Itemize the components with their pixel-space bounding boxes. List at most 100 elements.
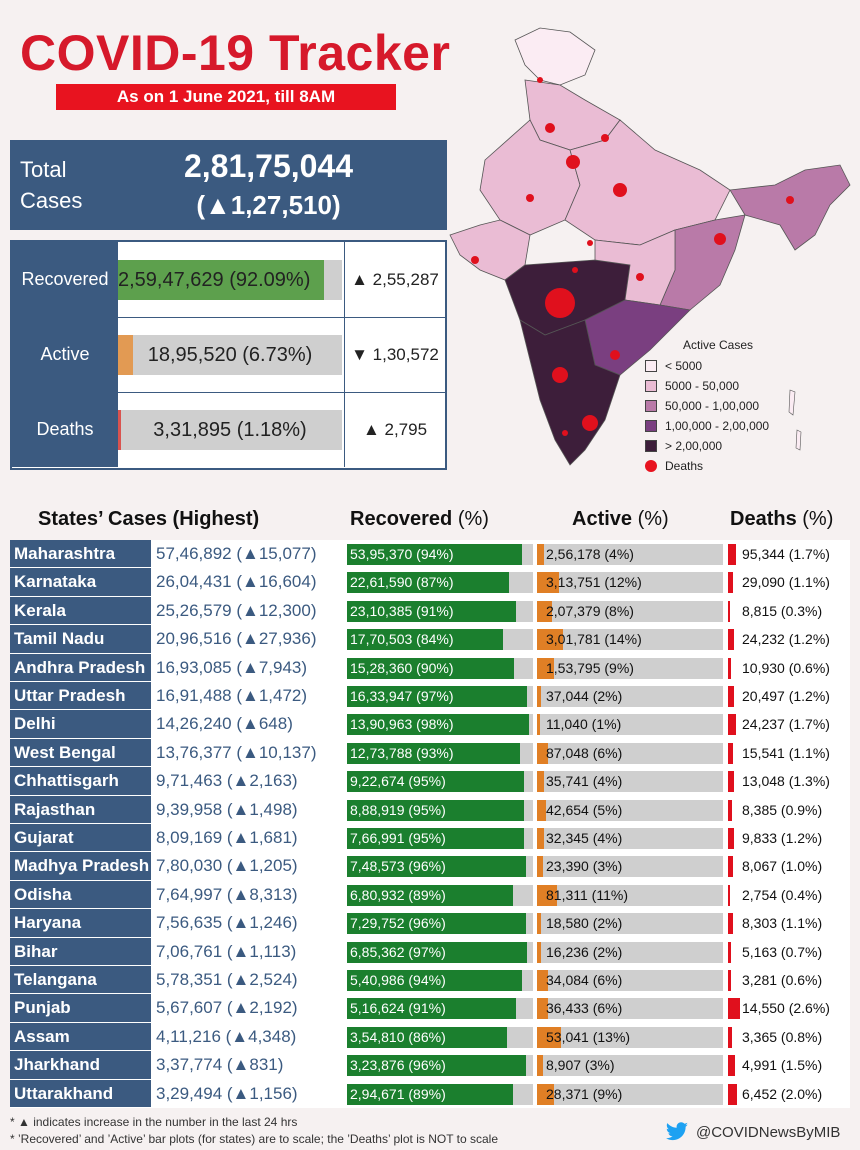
active-label: 42,654 (5%) xyxy=(546,801,623,818)
deaths-bar xyxy=(728,828,734,849)
active-bar xyxy=(537,771,545,793)
state-row: West Bengal 13,76,377 (▲10,137) 12,73,788 … xyxy=(10,738,850,767)
total-cases-label: Total Cases xyxy=(20,157,83,213)
active-bar-track xyxy=(537,856,723,878)
active-bar-track xyxy=(537,941,723,963)
twitter-handle[interactable]: @COVIDNewsByMIB xyxy=(664,1122,840,1142)
deaths-label: 6,452 (2.0%) xyxy=(742,1085,823,1102)
state-name: Rajasthan xyxy=(10,795,151,823)
death-bubble xyxy=(572,267,578,273)
state-total-cases: 7,06,761 (▲1,113) xyxy=(156,941,297,961)
state-name: Jharkhand xyxy=(10,1051,151,1079)
recovered-label: 13,90,963 (98%) xyxy=(350,716,454,733)
state-name: Haryana xyxy=(10,909,151,937)
legend-label: 5000 - 50,000 xyxy=(665,379,740,393)
twitter-handle-text: @COVIDNewsByMIB xyxy=(696,1123,841,1141)
death-bubble xyxy=(786,196,794,204)
summary-table: Recovered 2,59,47,629 (92.09%) ▲ 2,55,287 A… xyxy=(10,240,447,470)
legend-item-deaths: Deaths xyxy=(645,456,769,476)
active-label: 81,311 (11%) xyxy=(546,886,628,903)
active-bar-track xyxy=(537,686,723,707)
recovered-label: 3,54,810 (86%) xyxy=(350,1028,446,1045)
deaths-label: 29,090 (1.1%) xyxy=(742,574,830,591)
active-label: 8,907 (3%) xyxy=(546,1057,615,1074)
summary-delta: ▲ 2,795 xyxy=(344,392,445,467)
active-bar-track xyxy=(537,657,723,679)
summary-row-recovered: Recovered 2,59,47,629 (92.09%) ▲ 2,55,287 xyxy=(12,242,445,317)
india-choropleth-map xyxy=(449,27,851,466)
state-name: Uttarakhand xyxy=(10,1079,151,1107)
recovered-bar-track xyxy=(347,913,533,935)
active-label: 36,433 (6%) xyxy=(546,1000,623,1017)
header-active: Active (%) xyxy=(572,508,669,531)
active-label: 53,041 (13%) xyxy=(546,1028,631,1045)
death-bubble xyxy=(636,273,644,281)
active-label: 3,01,781 (14%) xyxy=(546,631,642,648)
map-region-north xyxy=(514,27,596,86)
summary-bar-fill xyxy=(118,335,134,375)
state-row: Madhya Pradesh 7,80,030 (▲1,205) 7,48,573 … xyxy=(10,852,850,880)
recovered-label: 17,70,503 (84%) xyxy=(350,631,454,648)
summary-value: 2,59,47,629 (92.09%) xyxy=(118,269,311,291)
state-total-cases: 7,56,635 (▲1,246) xyxy=(156,913,298,933)
active-bar-track xyxy=(537,1083,723,1105)
state-row: Uttarakhand 3,29,494 (▲1,156) 2,94,671 (89… xyxy=(10,1079,850,1108)
deaths-bar xyxy=(728,884,730,906)
state-row: Rajasthan 9,39,958 (▲1,498) 8,88,919 (95%)… xyxy=(10,795,850,824)
recovered-bar-track xyxy=(347,884,533,906)
death-bubble xyxy=(471,256,479,264)
states-table: Maharashtra 57,46,892 (▲15,077) 53,95,370 … xyxy=(10,540,850,1108)
deaths-label: 20,497 (1.2%) xyxy=(742,688,830,704)
recovered-label: 16,33,947 (97%) xyxy=(350,688,454,704)
recovered-bar xyxy=(347,856,526,878)
state-row: Punjab 5,67,607 (▲2,192) 5,16,624 (91%) 36,… xyxy=(10,994,850,1022)
active-bar-track xyxy=(537,544,723,565)
footnote-increase: * ▲ indicates increase in the number in … xyxy=(10,1115,298,1129)
active-bar xyxy=(537,828,545,849)
active-bar xyxy=(537,799,547,821)
state-row: Jharkhand 3,37,774 (▲831) 3,23,876 (96%) 8,… xyxy=(10,1051,850,1079)
death-bubble xyxy=(545,288,575,318)
deaths-bar xyxy=(728,941,732,963)
summary-delta: ▼ 1,30,572 xyxy=(344,317,445,392)
deaths-bar xyxy=(728,856,733,878)
deaths-bar xyxy=(728,1026,732,1048)
death-bubble xyxy=(714,233,726,245)
total-cases-delta: (▲1,27,510) xyxy=(196,190,341,220)
state-row: Bihar 7,06,761 (▲1,113) 6,85,362 (97%) 16,2… xyxy=(10,937,850,966)
legend-deaths-label: Deaths xyxy=(665,459,704,473)
state-row: Andhra Pradesh 16,93,085 (▲7,943) 15,28,36… xyxy=(10,653,850,682)
recovered-bar-track xyxy=(347,742,533,764)
state-name: Karnataka xyxy=(10,568,151,596)
deaths-bar xyxy=(728,913,734,935)
active-bar-track xyxy=(537,1055,723,1077)
recovered-bar xyxy=(347,771,524,793)
deaths-label: 8,303 (1.1%) xyxy=(742,915,823,932)
death-bubble xyxy=(587,240,593,246)
summary-label: Deaths xyxy=(12,392,118,467)
active-label: 87,048 (6%) xyxy=(546,744,623,761)
deaths-bar xyxy=(728,629,734,651)
active-label: 37,044 (2%) xyxy=(546,688,623,704)
active-label: 23,390 (3%) xyxy=(546,858,623,875)
recovered-label: 8,88,919 (95%) xyxy=(350,801,446,818)
active-bar xyxy=(537,941,541,963)
total-cases-value: 2,81,75,044 xyxy=(183,148,354,184)
recovered-label: 7,48,573 (96%) xyxy=(350,858,446,875)
active-bar-track xyxy=(537,970,723,991)
recovered-bar-track xyxy=(347,970,533,991)
recovered-bar-track xyxy=(347,828,533,849)
summary-bar-fill xyxy=(118,410,121,450)
recovered-bar xyxy=(347,828,524,849)
total-cases-box: Total Cases 2,81,75,044 (▲1,27,510) xyxy=(10,140,447,230)
header-active-label: Active xyxy=(572,508,633,530)
state-name: Delhi xyxy=(10,710,151,738)
recovered-label: 7,29,752 (96%) xyxy=(350,915,446,932)
deaths-label: 3,281 (0.6%) xyxy=(742,972,823,988)
summary-delta: ▲ 2,55,287 xyxy=(344,242,445,317)
summary-separator xyxy=(118,392,445,393)
recovered-label: 53,95,370 (94%) xyxy=(350,546,454,562)
state-total-cases: 7,80,030 (▲1,205) xyxy=(156,856,298,876)
active-label: 1,53,795 (9%) xyxy=(546,659,634,676)
state-name: Telangana xyxy=(10,966,151,994)
